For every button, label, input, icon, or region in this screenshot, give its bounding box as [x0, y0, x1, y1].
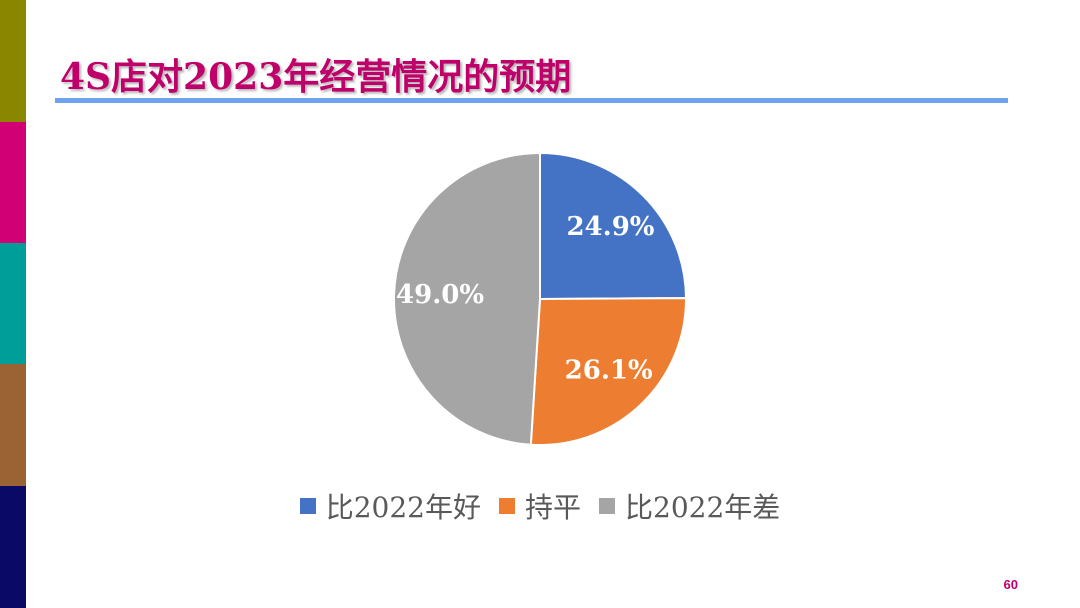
legend-item-1: 比2022年好: [299, 486, 481, 526]
side-strip-olive: [0, 0, 26, 122]
chart-legend: 比2022年好 持平 比2022年差: [0, 486, 1080, 526]
side-strip-brown: [0, 364, 26, 486]
legend-swatch-3: [599, 498, 615, 514]
pie-chart: 24.9% 26.1% 49.0%: [392, 151, 688, 446]
pie-slice-2: [529, 297, 687, 446]
side-strip-magenta: [0, 122, 26, 243]
slide-title: 4S店对2023年经营情况的预期: [60, 56, 572, 98]
pie-slice-label-1: 24.9%: [566, 212, 654, 242]
legend-label-3: 比2022年差: [625, 491, 781, 524]
legend-label-2: 持平: [524, 491, 581, 524]
legend-swatch-1: [299, 498, 316, 514]
side-strip-teal: [0, 243, 26, 364]
pie-slice-label-2: 26.1%: [565, 356, 653, 386]
side-strip-navy: [0, 486, 26, 608]
title-underline: [55, 98, 1008, 103]
pie-slice-label-3: 49.0%: [396, 280, 484, 310]
pie-slice-1: [539, 151, 688, 301]
legend-swatch-2: [498, 498, 515, 514]
legend-item-2: 持平: [498, 486, 581, 526]
legend-label-1: 比2022年好: [325, 491, 481, 524]
page-number: 60: [1003, 577, 1018, 592]
legend-item-3: 比2022年差: [599, 486, 780, 526]
pie-slice-3: [392, 151, 541, 446]
